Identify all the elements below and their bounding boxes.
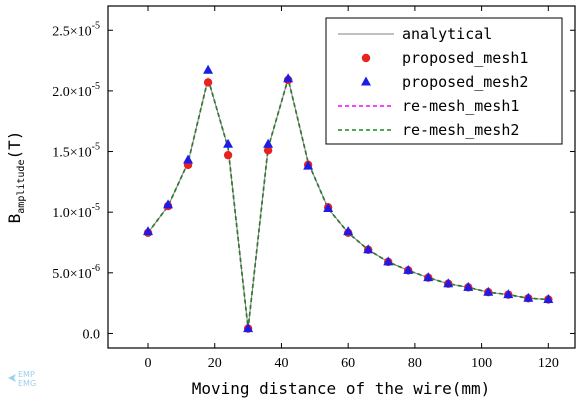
point-proposed-mesh2 bbox=[283, 73, 294, 83]
watermark-arrow-icon bbox=[8, 374, 16, 382]
series-layer bbox=[143, 64, 554, 333]
y-tick-label: 5.0×10-6 bbox=[52, 263, 100, 282]
legend: analytical proposed_mesh1 proposed_mesh2re… bbox=[325, 17, 563, 145]
x-tick-label: 0 bbox=[145, 356, 152, 371]
point-proposed-mesh2 bbox=[443, 278, 454, 288]
point-proposed-mesh2 bbox=[483, 286, 494, 296]
watermark-line1: EMP bbox=[18, 370, 35, 379]
x-tick-label: 20 bbox=[208, 356, 222, 371]
x-axis-ticks: 0 20 40 60 80 100 120 bbox=[145, 6, 559, 371]
point-proposed-mesh2 bbox=[183, 154, 194, 164]
y-axis-title-main: B bbox=[5, 214, 24, 224]
legend-item-re-mesh-mesh2: re-mesh_mesh2 bbox=[338, 121, 519, 139]
point-proposed-mesh2 bbox=[343, 226, 354, 236]
y-tick-label: 1.5×10-5 bbox=[52, 142, 100, 161]
legend-swatch bbox=[361, 53, 371, 63]
watermark-line2: EMG bbox=[18, 379, 36, 388]
point-proposed-mesh2 bbox=[303, 160, 314, 170]
point-proposed-mesh2 bbox=[363, 244, 374, 254]
y-axis-title-subscript: amplitude bbox=[16, 160, 27, 214]
legend-item-re-mesh-mesh1: re-mesh_mesh1 bbox=[338, 97, 519, 115]
x-tick-label: 60 bbox=[341, 356, 355, 371]
y-tick-label: 1.0×10-5 bbox=[52, 202, 100, 221]
legend-item-proposed-mesh1: proposed_mesh1 bbox=[361, 49, 528, 67]
point-proposed-mesh1 bbox=[263, 146, 273, 155]
y-tick-label: 0.0 bbox=[83, 327, 101, 342]
point-proposed-mesh2 bbox=[163, 199, 174, 209]
legend-item-proposed-mesh2: proposed_mesh2 bbox=[361, 73, 528, 91]
point-proposed-mesh1 bbox=[203, 78, 213, 87]
y-axis-ticks: 0.0 5.0×10-6 1.0×10-5 1.5×10-5 2.0×10-5 2.5×1… bbox=[52, 20, 575, 342]
x-tick-label: 100 bbox=[471, 356, 492, 371]
point-proposed-mesh2 bbox=[403, 264, 414, 274]
x-tick-label: 80 bbox=[408, 356, 422, 371]
watermark-logo: EMP EMG bbox=[8, 370, 36, 388]
legend-label: analytical bbox=[402, 25, 492, 43]
point-proposed-mesh2 bbox=[263, 138, 274, 148]
legend-label: re-mesh_mesh1 bbox=[402, 97, 519, 115]
y-tick-label: 2.0×10-5 bbox=[52, 81, 100, 100]
y-axis-title-unit: (T) bbox=[5, 131, 24, 160]
point-proposed-mesh2 bbox=[323, 203, 334, 213]
point-proposed-mesh2 bbox=[223, 138, 234, 148]
legend-label: re-mesh_mesh2 bbox=[402, 121, 519, 139]
point-proposed-mesh2 bbox=[463, 281, 474, 291]
y-tick-label: 2.5×10-5 bbox=[52, 20, 100, 39]
point-proposed-mesh2 bbox=[203, 64, 214, 74]
legend-swatch bbox=[361, 76, 371, 86]
point-proposed-mesh2 bbox=[143, 226, 154, 236]
legend-label: proposed_mesh1 bbox=[402, 49, 528, 67]
x-tick-label: 40 bbox=[274, 356, 288, 371]
legend-item-analytical: analytical bbox=[338, 25, 492, 43]
plot-frame bbox=[107, 5, 576, 349]
x-tick-label: 120 bbox=[538, 356, 559, 371]
point-proposed-mesh2 bbox=[523, 292, 534, 302]
point-proposed-mesh1 bbox=[223, 150, 233, 160]
point-proposed-mesh2 bbox=[543, 293, 554, 303]
point-proposed-mesh2 bbox=[503, 289, 514, 299]
point-proposed-mesh2 bbox=[423, 272, 434, 282]
legend-label: proposed_mesh2 bbox=[402, 73, 528, 91]
point-proposed-mesh2 bbox=[243, 323, 254, 333]
x-axis-title: Moving distance of the wire(mm) bbox=[192, 379, 491, 398]
y-axis-title: Bamplitude(T) bbox=[5, 131, 27, 224]
point-proposed-mesh2 bbox=[383, 256, 394, 266]
